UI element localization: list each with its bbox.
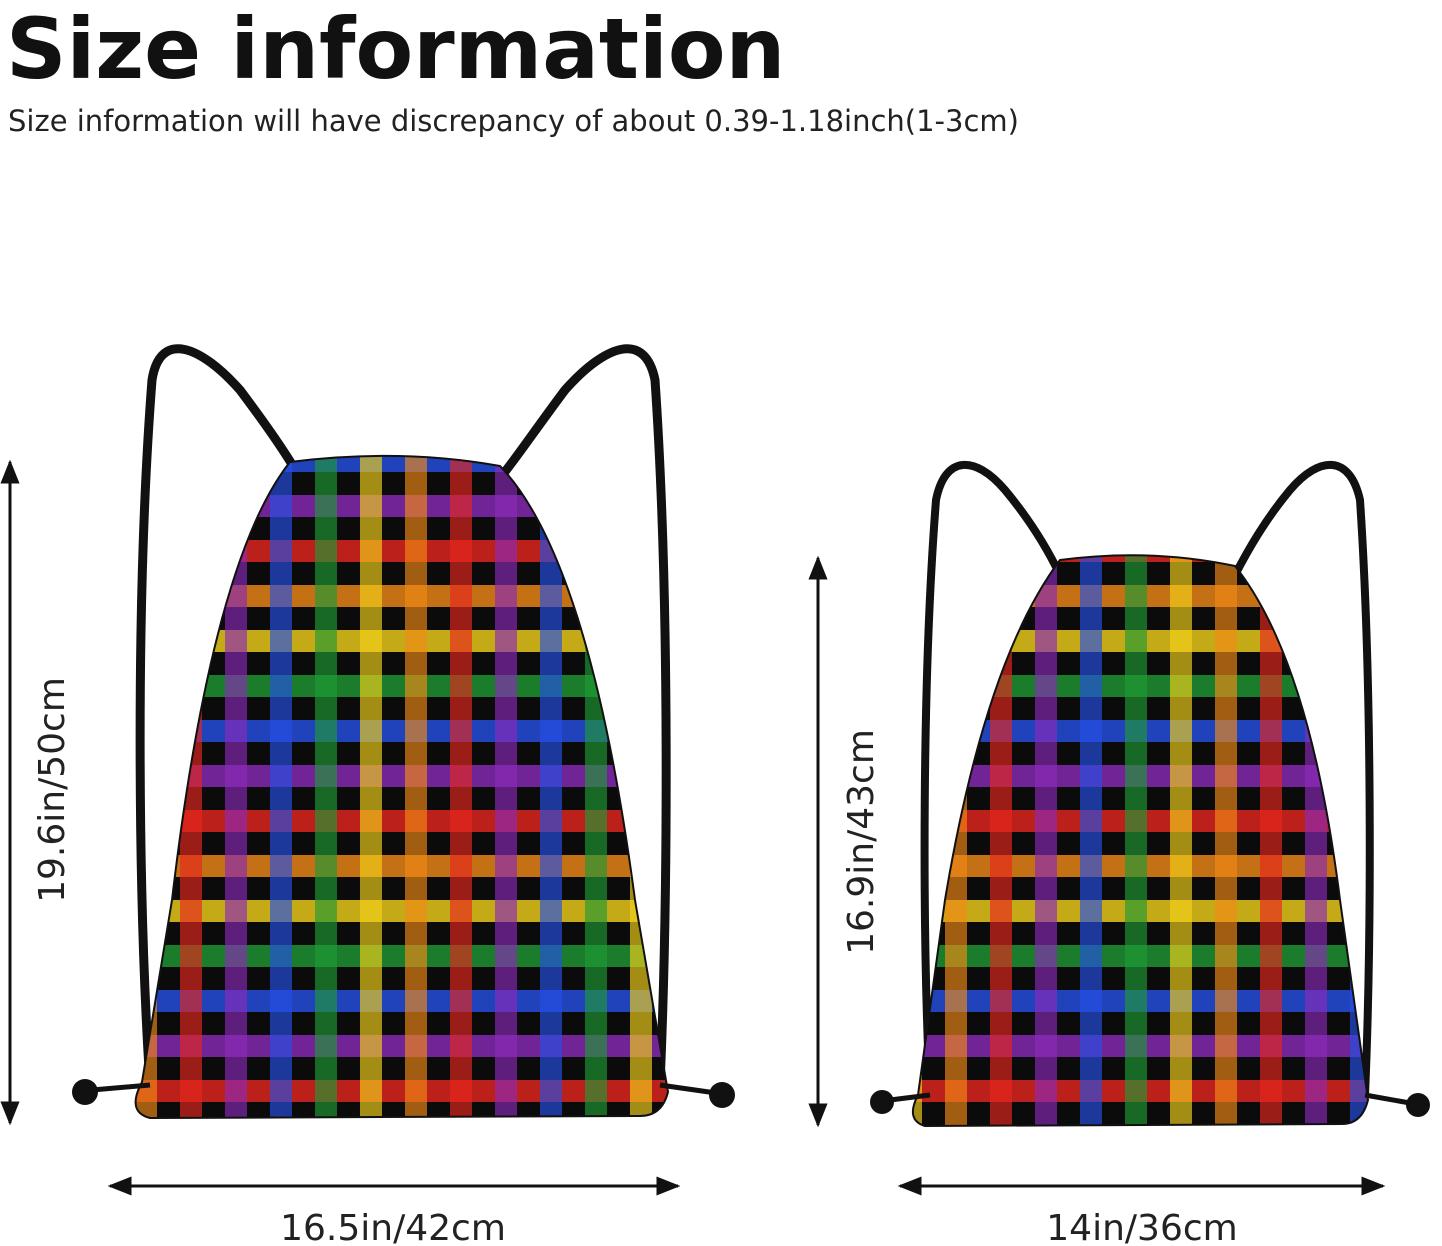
width-label: 16.5in/42cm bbox=[280, 1208, 506, 1246]
small-bag bbox=[870, 461, 1430, 1128]
height-label: 19.6in/50cm bbox=[32, 677, 73, 903]
large-bag bbox=[72, 344, 735, 1120]
width-label: 14in/36cm bbox=[1046, 1208, 1237, 1246]
height-label: 16.9in/43cm bbox=[841, 729, 882, 955]
subtitle: Size information will have discrepancy o… bbox=[8, 104, 1019, 138]
title: Size information bbox=[6, 0, 785, 98]
